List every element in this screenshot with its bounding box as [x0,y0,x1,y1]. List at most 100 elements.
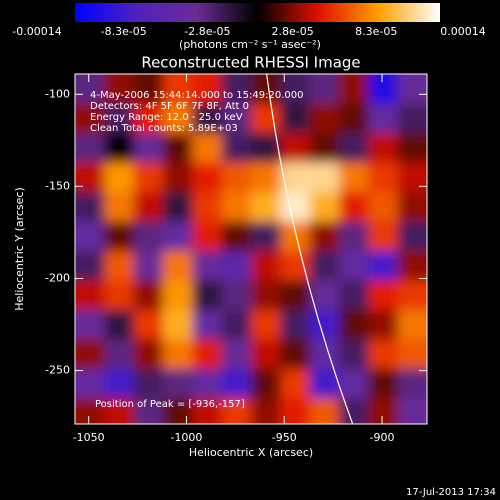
heatmap-cell [368,191,399,222]
heatmap-cell [280,103,311,134]
heatmap-cell [368,103,399,134]
colorbar-tick-label: 8.3e-05 [355,25,397,38]
heatmap-cell [368,132,399,164]
heatmap-cell [339,132,369,164]
heatmap-cell [75,103,105,134]
heatmap-cell [75,398,105,424]
heatmap-cell [163,162,193,193]
heatmap-cell [368,339,399,370]
heatmap-cell [309,162,340,193]
heatmap-cell [104,74,135,105]
x-tick-label: -900 [370,431,395,444]
y-tick-label: -100 [45,87,70,100]
heatmap-cell [280,191,311,222]
heatmap-cell [221,398,252,424]
heatmap-cell [133,280,164,311]
heatmap-cell [221,132,252,164]
heatmap-cell [397,368,427,399]
heatmap-cell [192,162,223,193]
heatmap-cell [251,339,281,370]
x-tick-label: -950 [272,431,297,444]
colorbar-tick-label: -2.8e-05 [184,25,230,38]
heatmap-cell [251,398,281,424]
plot-area [75,74,427,424]
heatmap-cell [133,309,164,340]
heatmap-cell [251,191,281,222]
colorbar-tick-label: -8.3e-05 [101,25,147,38]
heatmap-cell [221,250,252,281]
heatmap-cell [280,221,311,252]
x-tick-label: -1000 [170,431,202,444]
heatmap-cell [251,103,281,134]
heatmap-cell [133,250,164,281]
heatmap-cell [251,74,281,105]
heatmap-cell [75,191,105,222]
x-axis-label: Heliocentric X (arcsec) [189,446,313,459]
heatmap-cell [75,280,105,311]
heatmap-cell [368,368,399,399]
heatmap-cell [104,309,135,340]
heatmap-cell [339,162,369,193]
heatmap-cell [104,339,135,370]
heatmap-cell [75,368,105,399]
heatmap-cell [221,103,252,134]
heatmap-cell [251,221,281,252]
heatmap-cell [397,398,427,424]
heatmap-cell [104,398,135,424]
heatmap-cell [251,368,281,399]
heatmap-cell [221,74,252,105]
y-tick-label: -200 [45,271,70,284]
heatmap-cell [192,309,223,340]
heatmap-cell [163,339,193,370]
heatmap-cell [75,221,105,252]
heatmap-cell [309,398,340,424]
heatmap-cell [75,250,105,281]
heatmap-cell [397,103,427,134]
heatmap-cell [251,250,281,281]
heatmap-cell [104,132,135,164]
heatmap-cell [75,309,105,340]
heatmap-cell [339,74,369,105]
heatmap-cell [339,191,369,222]
heatmap-cell [163,250,193,281]
chart-title: Reconstructed RHESSI Image [141,54,360,72]
heatmap-cell [397,280,427,311]
heatmap-cell [192,280,223,311]
heatmap-cell [397,74,427,105]
heatmap-cell [221,162,252,193]
heatmap-cell [397,132,427,164]
heatmap-cell [397,221,427,252]
heatmap-cell [368,162,399,193]
heatmap-cell [104,221,135,252]
heatmap-cell [251,162,281,193]
heatmap-cell [309,191,340,222]
footer: 17-Jul-2013 17:34 [406,487,496,498]
heatmap-cell [133,162,164,193]
heatmap-cell [309,339,340,370]
annotation: Detectors: 4F 5F 6F 7F 8F, Att 0 [90,101,249,112]
heatmap-cell [309,250,340,281]
heatmap-cell [163,191,193,222]
heatmap-cell [192,368,223,399]
heatmap-cell [192,191,223,222]
heatmap-cell [192,398,223,424]
heatmap-cell [133,74,164,105]
y-tick-label: -250 [45,364,70,377]
annotation: Clean Total counts: 5.89E+03 [90,123,238,134]
heatmap-cell [368,309,399,340]
heatmap-cell [280,339,311,370]
heatmap-cell [339,280,369,311]
heatmap-cell [339,339,369,370]
heatmap-cell [397,309,427,340]
heatmap-cell [104,103,135,134]
plot-frame [74,73,428,425]
heatmap-cell [192,339,223,370]
colorbar [75,3,440,22]
heatmap-cell [251,280,281,311]
heatmap-cell [163,74,193,105]
heatmap-cell [133,221,164,252]
annotation: Energy Range: 12.0 - 25.0 keV [90,112,243,123]
colorbar-tick-label: 2.8e-05 [271,25,313,38]
heatmap-cell [163,132,193,164]
